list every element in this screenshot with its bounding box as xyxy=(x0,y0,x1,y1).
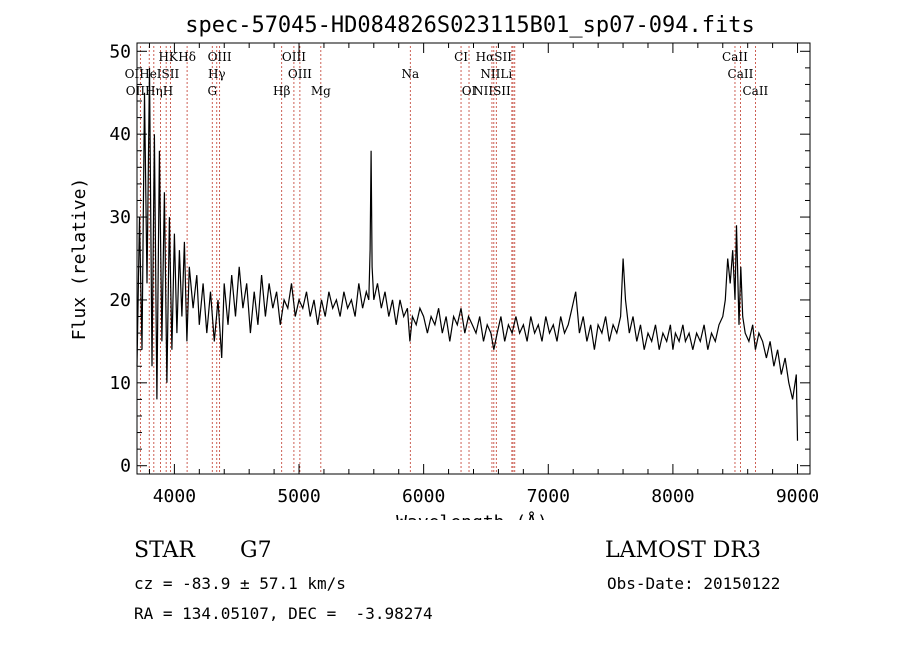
line-label: Hγ xyxy=(208,67,226,81)
x-tick-label: 6000 xyxy=(402,486,445,507)
line-label: OIII xyxy=(288,67,312,81)
plot-frame xyxy=(136,42,811,475)
y-tick-label: 40 xyxy=(109,124,131,145)
line-label: CaII xyxy=(722,50,748,64)
obs-date: Obs-Date: 20150122 xyxy=(607,574,781,593)
line-label: G xyxy=(207,84,217,98)
redshift-readout: cz = -83.9 ± 57.1 km/s xyxy=(134,574,346,593)
line-label: Na xyxy=(401,67,419,81)
coordinates-readout: RA = 134.05107, DEC = -3.98274 xyxy=(134,604,433,623)
emission-line-labels: HK Hδ OIII OIII CI HαSII CaII OIHeISII Hγ OIII Na N… xyxy=(125,50,769,98)
object-class: STAR xyxy=(134,538,195,563)
spectrum-chart: spec-57045-HD084826S023115B01_sp07-094.f… xyxy=(69,13,819,520)
chart-title: spec-57045-HD084826S023115B01_sp07-094.f… xyxy=(185,13,755,38)
line-label: CI xyxy=(454,50,468,64)
line-label: OIHeISII xyxy=(125,67,180,81)
axis-ticks: 4000 5000 6000 7000 8000 9000 0 10 20 30 40 50 xyxy=(109,41,819,507)
y-tick-label: 10 xyxy=(109,373,131,394)
y-tick-label: 30 xyxy=(109,207,131,228)
line-label: OI xyxy=(462,84,477,98)
x-tick-label: 8000 xyxy=(651,486,694,507)
emission-line-markers xyxy=(139,46,756,474)
line-label: NIILi xyxy=(480,67,512,81)
line-label: OIII xyxy=(282,50,306,64)
x-tick-label: 7000 xyxy=(527,486,570,507)
line-label: OIII xyxy=(208,50,232,64)
line-label: HK xyxy=(158,50,178,64)
x-tick-label: 4000 xyxy=(153,486,196,507)
plot-axes xyxy=(136,42,811,475)
x-tick-label: 9000 xyxy=(776,486,819,507)
line-label: NIISII xyxy=(473,84,511,98)
y-tick-label: 20 xyxy=(109,290,131,311)
survey-name: LAMOST DR3 xyxy=(605,538,761,563)
flux-series-line xyxy=(136,67,799,441)
y-axis-label: Flux (relative) xyxy=(69,178,90,341)
line-label: Hδ xyxy=(178,50,196,64)
line-label: Hβ xyxy=(273,84,290,98)
y-tick-label: 0 xyxy=(120,456,131,477)
line-label: HαSII xyxy=(476,50,513,64)
object-subclass: G7 xyxy=(240,538,272,563)
line-label: CaII xyxy=(742,84,768,98)
line-label: Mg xyxy=(311,84,331,98)
y-tick-label: 50 xyxy=(109,41,131,62)
line-label: CaII xyxy=(728,67,754,81)
x-tick-label: 5000 xyxy=(277,486,320,507)
x-axis-label: Wavelength (Å) xyxy=(396,511,548,520)
